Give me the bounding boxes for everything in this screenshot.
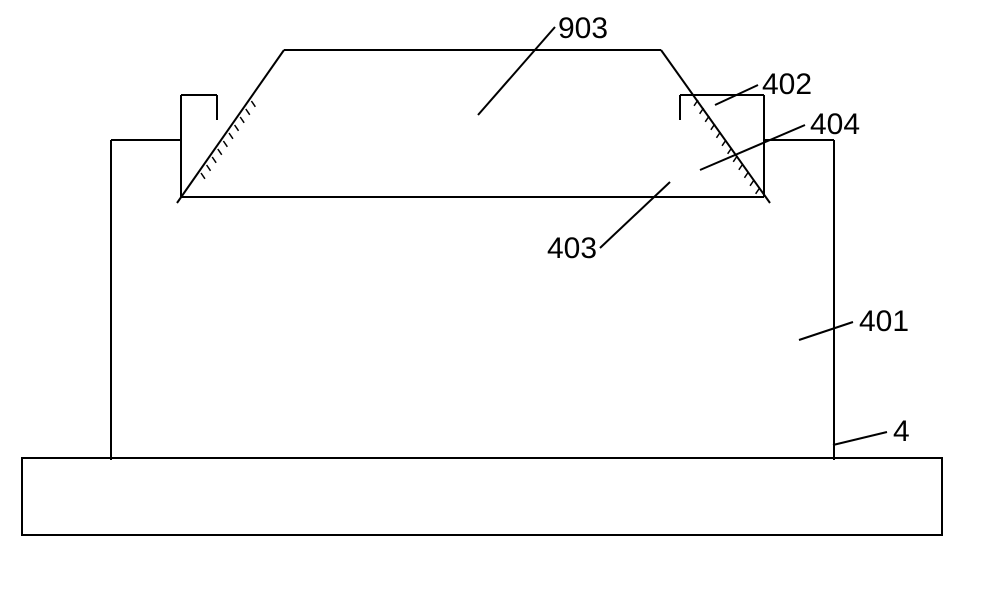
technical-drawing [0, 0, 1000, 607]
label-404: 404 [810, 108, 860, 142]
label-401: 401 [859, 305, 909, 339]
label-402: 402 [762, 68, 812, 102]
diagram-container: 903 402 404 403 401 4 [0, 0, 1000, 607]
label-903: 903 [558, 12, 608, 46]
label-4: 4 [893, 415, 910, 449]
label-403: 403 [547, 232, 597, 266]
